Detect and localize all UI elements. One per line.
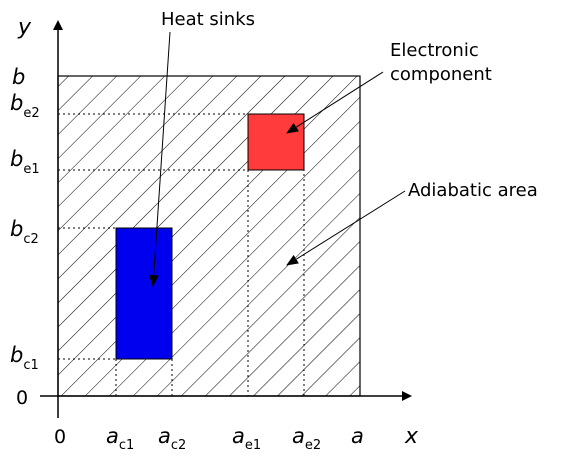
heat-sink: [115, 227, 173, 360]
x-tick-a: a: [351, 424, 364, 448]
y-axis-label: y: [17, 15, 32, 40]
heat-sinks-arrow: [148, 31, 171, 287]
x-tick-ae1: ae1: [232, 424, 261, 453]
electronic-component-label: Electronic: [390, 40, 479, 61]
x-axis-label: x: [404, 424, 419, 449]
electronic-component-arrow: [286, 71, 384, 134]
y-tick-be1: be1: [10, 147, 40, 177]
x-tick-ae2: ae2: [292, 424, 321, 453]
x-origin-label: 0: [54, 426, 66, 448]
y-tick-be2: be2: [10, 91, 40, 121]
y-origin-label: 0: [16, 387, 28, 409]
adiabatic-area-label: Adiabatic area: [408, 180, 538, 201]
y-tick-bc2: bc2: [10, 217, 39, 247]
adiabatic-domain: [57, 75, 361, 397]
x-tick-ac2: ac2: [158, 424, 186, 453]
electronic-component: [247, 113, 305, 171]
electronic-component-label-line2: component: [390, 64, 492, 85]
y-tick-bc1: bc1: [10, 343, 39, 373]
y-tick-b: b: [12, 65, 25, 89]
heat-sinks-label: Heat sinks: [161, 9, 255, 30]
x-tick-ac1: ac1: [106, 424, 134, 453]
adiabatic-area-arrow: [286, 190, 406, 266]
